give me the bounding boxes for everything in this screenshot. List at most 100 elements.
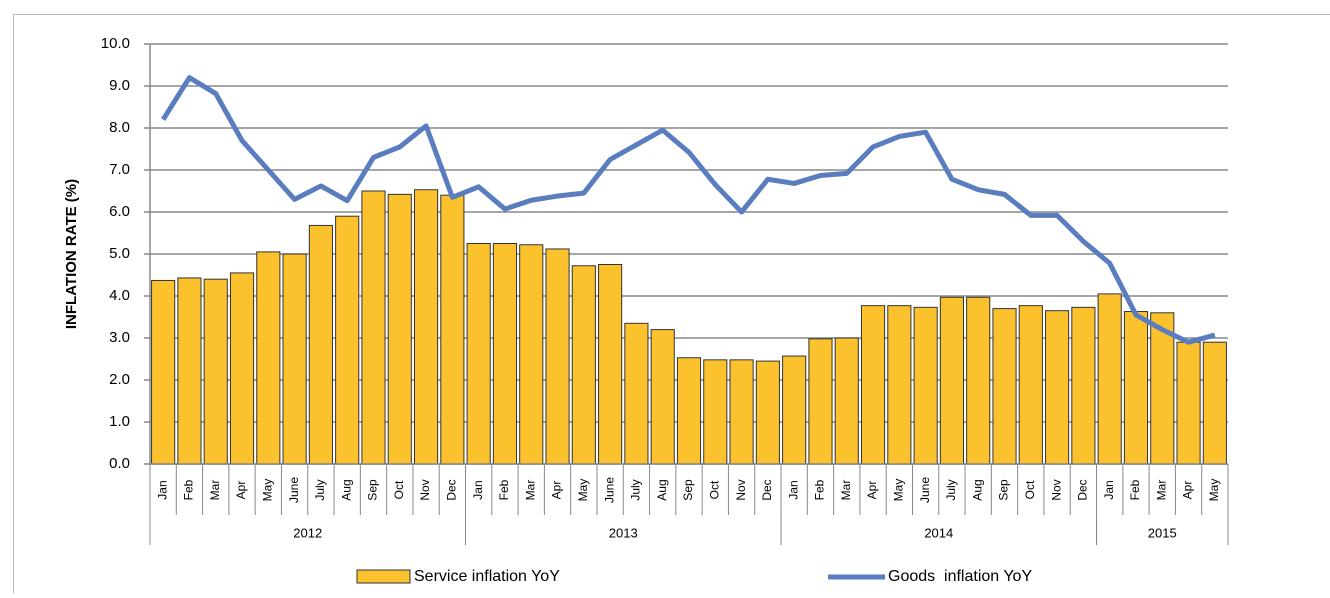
bar [599, 265, 622, 465]
y-tick-label: 5.0 [109, 245, 130, 262]
bar [809, 339, 832, 464]
bar [152, 280, 175, 464]
x-tick-label: May [576, 479, 590, 502]
bar [362, 191, 385, 464]
bar [940, 297, 963, 464]
x-tick-label: Nov [734, 479, 748, 500]
x-tick-label: Nov [418, 479, 432, 500]
x-tick-label: Dec [445, 479, 459, 500]
bar [1124, 312, 1147, 464]
x-tick-label: May [1207, 479, 1221, 502]
x-tick-label: Dec [1076, 479, 1090, 500]
group-label: 2012 [293, 525, 322, 540]
bar [888, 306, 911, 464]
bar [651, 330, 674, 464]
bar [204, 279, 227, 464]
bar [283, 254, 306, 464]
bar [704, 360, 727, 464]
x-tick-label: Apr [865, 481, 879, 500]
bar [1046, 311, 1069, 464]
x-tick-label: Apr [234, 481, 248, 500]
bar [520, 245, 543, 464]
x-tick-label: May [260, 479, 274, 502]
x-tick-label: June [602, 477, 616, 503]
group-label: 2014 [924, 525, 953, 540]
x-tick-label: Feb [182, 479, 196, 500]
x-tick-label: Feb [1128, 479, 1142, 500]
x-tick-label: Jan [155, 480, 169, 499]
x-tick-label: Oct [1023, 480, 1037, 499]
bar [415, 190, 438, 464]
bar [1019, 306, 1042, 464]
y-tick-label: 4.0 [109, 287, 130, 304]
y-tick-label: 10.0 [101, 35, 130, 52]
bar [756, 361, 779, 464]
x-tick-label: July [944, 479, 958, 500]
bar [493, 244, 516, 465]
bar [861, 306, 884, 464]
bar [1072, 307, 1095, 464]
x-tick-label: Apr [1181, 481, 1195, 500]
x-tick-label: Aug [970, 479, 984, 500]
x-tick-label: Nov [1049, 479, 1063, 500]
y-tick-label: 1.0 [109, 413, 130, 430]
x-tick-label: Mar [208, 480, 222, 501]
bar [730, 360, 753, 464]
y-tick-label: 0.0 [109, 455, 130, 472]
y-tick-label: 8.0 [109, 119, 130, 136]
x-tick-label: Jan [786, 480, 800, 499]
x-tick-label: May [892, 479, 906, 502]
bar [914, 307, 937, 464]
x-tick-label: Aug [339, 479, 353, 500]
x-tick-label: June [287, 477, 301, 503]
bar [1177, 342, 1200, 464]
bar [1203, 342, 1226, 464]
bar [625, 323, 648, 464]
y-tick-label: 9.0 [109, 77, 130, 94]
x-tick-label: Feb [497, 479, 511, 500]
group-label: 2015 [1148, 525, 1177, 540]
x-tick-label: Oct [707, 480, 721, 499]
y-tick-label: 3.0 [109, 329, 130, 346]
x-tick-label: July [629, 479, 643, 500]
bar [309, 225, 332, 464]
y-axis-title: INFLATION RATE (%) [63, 179, 80, 329]
group-label: 2013 [609, 525, 638, 540]
bar [257, 252, 280, 464]
bar [336, 216, 359, 464]
x-tick-label: Apr [550, 481, 564, 500]
bar [546, 249, 569, 464]
x-tick-label: Jan [471, 480, 485, 499]
x-tick-label: Mar [839, 480, 853, 501]
x-tick-label: Jan [1102, 480, 1116, 499]
bar [441, 195, 464, 464]
bar [178, 278, 201, 464]
x-tick-label: Feb [813, 479, 827, 500]
bar [388, 194, 411, 464]
bar [835, 338, 858, 464]
x-tick-label: Sep [366, 479, 380, 501]
bar [783, 356, 806, 464]
x-tick-label: Oct [392, 480, 406, 499]
x-tick-label: Mar [1154, 480, 1168, 501]
legend-label: Service inflation YoY [414, 568, 560, 585]
bar [467, 244, 490, 465]
bar [677, 358, 700, 464]
x-tick-label: Sep [681, 479, 695, 501]
legend-swatch [357, 570, 410, 583]
x-tick-label: June [918, 477, 932, 503]
bar [993, 309, 1016, 464]
x-tick-label: Mar [523, 480, 537, 501]
bar [230, 273, 253, 464]
y-tick-label: 7.0 [109, 161, 130, 178]
bar [572, 266, 595, 464]
x-tick-label: Aug [655, 479, 669, 500]
legend-label: Goods inflation YoY [888, 568, 1032, 585]
x-tick-label: Sep [997, 479, 1011, 501]
bar [967, 297, 990, 464]
bar [1098, 294, 1121, 464]
x-tick-label: Dec [760, 479, 774, 500]
y-tick-label: 6.0 [109, 203, 130, 220]
y-tick-label: 2.0 [109, 371, 130, 388]
